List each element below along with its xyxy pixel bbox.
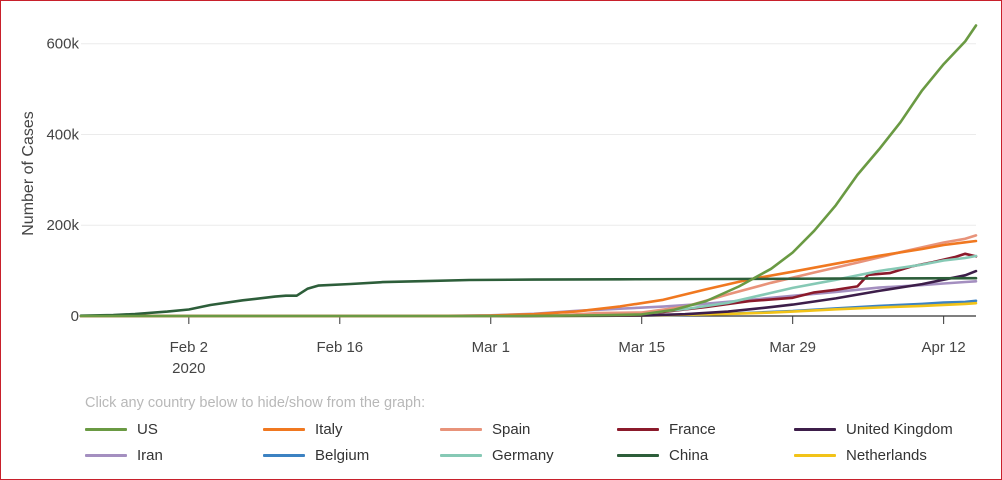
legend-label: US bbox=[137, 420, 158, 438]
legend-label: United Kingdom bbox=[846, 420, 953, 438]
legend-swatch bbox=[85, 453, 127, 457]
y-tick-label: 600k bbox=[46, 36, 79, 53]
legend-label: China bbox=[669, 446, 709, 464]
y-tick-label: 200k bbox=[46, 217, 79, 234]
legend-item-china[interactable]: China bbox=[617, 445, 794, 465]
legend-label: Netherlands bbox=[846, 446, 927, 464]
legend-item-us[interactable]: US bbox=[85, 419, 263, 439]
legend-item-spain[interactable]: Spain bbox=[440, 419, 617, 439]
legend-swatch bbox=[263, 427, 305, 431]
legend-swatch bbox=[440, 453, 482, 457]
series-lines bbox=[79, 24, 978, 318]
legend-item-france[interactable]: France bbox=[617, 419, 794, 439]
legend-swatch bbox=[794, 453, 836, 457]
legend-label: Iran bbox=[137, 446, 163, 464]
x-tick-label: Mar 1 bbox=[472, 339, 510, 356]
legend-label: Germany bbox=[492, 446, 554, 464]
y-axis: 0 200k 400k 600k bbox=[46, 36, 79, 325]
legend-item-iran[interactable]: Iran bbox=[85, 445, 263, 465]
y-tick-label: 400k bbox=[46, 126, 79, 143]
legend-item-italy[interactable]: Italy bbox=[263, 419, 440, 439]
y-axis-title: Number of Cases bbox=[20, 111, 37, 236]
legend-swatch bbox=[440, 427, 482, 431]
legend-item-netherlands[interactable]: Netherlands bbox=[794, 445, 985, 465]
x-axis: Feb 2 2020 Feb 16 Mar 1 Mar 15 Mar 29 Apr 12 bbox=[170, 316, 966, 377]
legend-item-germany[interactable]: Germany bbox=[440, 445, 617, 465]
series-line-china bbox=[79, 276, 978, 317]
legend-hint: Click any country below to hide/show fro… bbox=[85, 395, 426, 411]
legend-item-belgium[interactable]: Belgium bbox=[263, 445, 440, 465]
legend-label: Belgium bbox=[315, 446, 370, 464]
legend-label: Italy bbox=[315, 420, 343, 438]
legend-label: France bbox=[669, 420, 716, 438]
legend-label: Spain bbox=[492, 420, 531, 438]
y-tick-label: 0 bbox=[71, 308, 79, 325]
legend-swatch bbox=[85, 427, 127, 431]
legend-item-united-kingdom[interactable]: United Kingdom bbox=[794, 419, 985, 439]
legend-swatch bbox=[617, 427, 659, 431]
x-tick-label: Feb 2 bbox=[170, 339, 208, 356]
legend-swatch bbox=[617, 453, 659, 457]
x-tick-label: Mar 15 bbox=[618, 339, 665, 356]
x-tick-label: Mar 29 bbox=[769, 339, 816, 356]
x-tick-label: Apr 12 bbox=[922, 339, 966, 356]
x-tick-label: Feb 16 bbox=[316, 339, 363, 356]
line-chart: 0 200k 400k 600k Feb 2 2020 Feb 16 Mar 1 Mar 15… bbox=[20, 24, 978, 377]
series-line-us bbox=[79, 24, 978, 318]
legend: US Italy Spain France United Kingdom Iran Belg… bbox=[85, 419, 985, 465]
legend-swatch bbox=[263, 453, 305, 457]
x-tick-sublabel: 2020 bbox=[172, 360, 205, 377]
legend-swatch bbox=[794, 427, 836, 431]
grid-lines bbox=[81, 43, 976, 317]
